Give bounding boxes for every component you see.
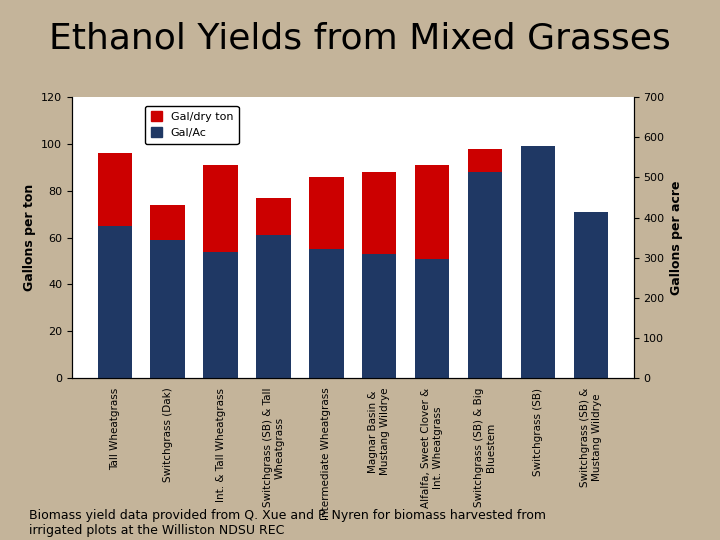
Bar (150, 240, 185, 378)
Bar (521, 146, 555, 378)
Bar (415, 165, 449, 378)
Y-axis label: Gallons per ton: Gallons per ton (22, 184, 35, 291)
Bar (150, 205, 185, 378)
Bar (203, 165, 238, 378)
Text: Biomass yield data provided from Q. Xue and P. Nyren for biomass harvested from
: Biomass yield data provided from Q. Xue … (29, 509, 546, 537)
Bar (468, 172, 503, 378)
Bar (415, 259, 449, 378)
Bar (362, 172, 397, 378)
Bar (203, 252, 238, 378)
Bar (256, 198, 291, 378)
Bar (309, 177, 343, 378)
Bar (362, 254, 397, 378)
Bar (574, 214, 608, 378)
Bar (521, 160, 555, 378)
Bar (309, 249, 343, 378)
Text: Ethanol Yields from Mixed Grasses: Ethanol Yields from Mixed Grasses (49, 22, 671, 56)
Bar (97, 226, 132, 378)
Bar (256, 235, 291, 378)
Bar (468, 148, 503, 378)
Y-axis label: Gallons per acre: Gallons per acre (670, 180, 683, 295)
Legend: Gal/dry ton, Gal/Ac: Gal/dry ton, Gal/Ac (145, 105, 238, 144)
Bar (574, 212, 608, 378)
Bar (97, 153, 132, 378)
